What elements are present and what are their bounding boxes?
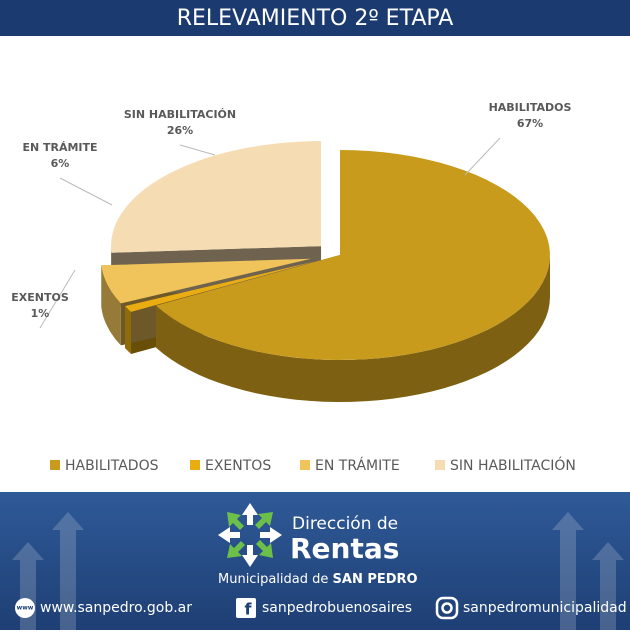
data-label: 26% [167,124,193,137]
leader-line [39,269,76,329]
data-label-name: EN TRÁMITE [22,141,97,154]
data-label: 67% [517,117,543,130]
website[interactable]: www.sanpedro.gob.ar [40,600,192,616]
instagram-icon-lens [441,602,453,614]
facebook-icon-glyph: f [245,600,253,619]
www-icon-text: www [17,605,34,612]
data-label: 6% [51,157,70,170]
legend-swatch [50,460,60,470]
data-label-name: HABILITADOS [489,101,572,114]
header-band [0,0,630,36]
leader-line [179,144,216,156]
brand-sub-text: Municipalidad de [218,572,328,587]
leader-line [464,137,501,176]
legend-swatch [190,460,200,470]
footer-band [0,492,630,630]
legend-swatch [435,460,445,470]
data-label: 1% [31,307,50,320]
data-label-name: EXENTOS [11,291,69,304]
legend-label: HABILITADOS [65,458,159,474]
slice-side [101,265,121,346]
www-icon [15,598,35,618]
instagram-icon [435,596,459,620]
legend-swatch [300,460,310,470]
brand-line1: Dirección de [292,514,398,534]
leader-line [59,177,113,206]
slice-side [156,255,550,402]
data-label-name: SIN HABILITACIÓN [124,108,236,121]
brand-sub: Municipalidad de SAN PEDRO [218,572,418,587]
pie-slice [156,150,550,360]
legend-label: EXENTOS [205,458,271,474]
legend-label: SIN HABILITACIÓN [450,456,576,474]
slice-side [125,306,131,354]
facebook-icon [236,598,256,618]
pie-slice [101,258,311,304]
chart-title: RELEVAMIENTO 2º ETAPA [177,6,454,31]
pie-slice [125,261,316,312]
instagram[interactable]: sanpedromunicipalidad [463,600,627,616]
legend-label: EN TRÁMITE [315,457,400,474]
facebook[interactable]: sanpedrobuenosaires [262,600,412,616]
brand-line2: Rentas [290,532,399,565]
logo-icon [218,503,282,567]
brand-city: SAN PEDRO [333,572,418,587]
pie-slice [111,141,322,253]
